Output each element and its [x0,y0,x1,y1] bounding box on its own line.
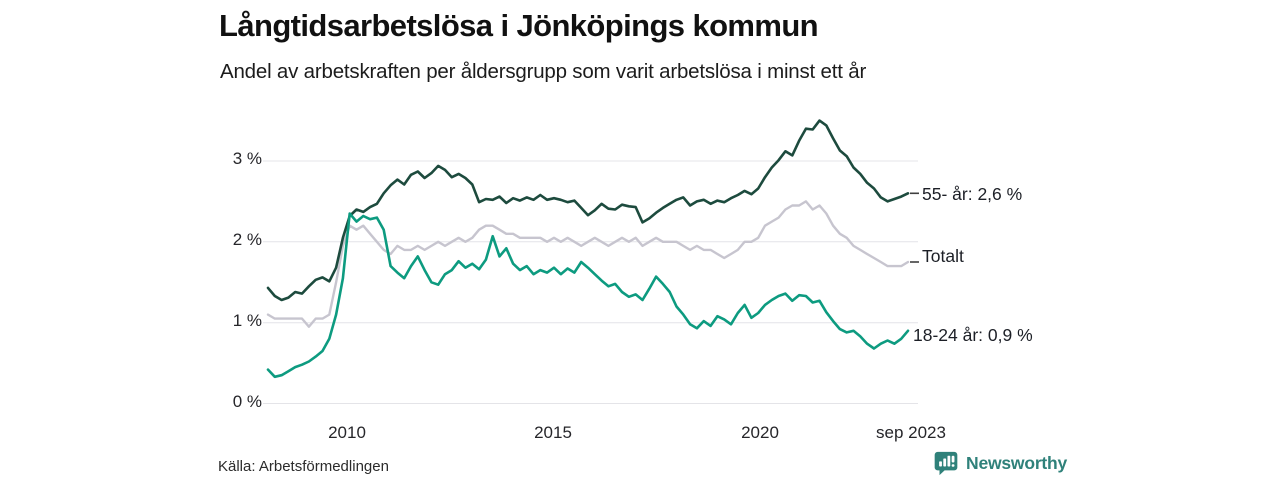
x-tick-2015: 2015 [534,423,572,442]
source-label: Källa: Arbetsförmedlingen [218,458,389,475]
page-title: Långtidsarbetslösa i Jönköpings kommun [219,8,819,43]
y-tick-1pct: 1 % [232,311,262,330]
page-subtitle: Andel av arbetskraften per åldersgrupp s… [220,60,867,83]
x-tick-sep-2023: sep 2023 [876,423,946,442]
brand-name: Newsworthy [966,452,1068,473]
series-line-55-ar [266,119,910,302]
y-tick-3pct: 3 % [232,149,262,168]
series-line-totalt [266,200,910,328]
x-tick-2020: 2020 [741,423,779,442]
x-tick-2010: 2010 [328,423,366,442]
legend-label-totalt: Totalt [922,246,964,266]
legend-label-18-24-ar: 18-24 år: 0,9 % [913,325,1033,345]
y-tick-0pct: 0 % [232,392,262,411]
newsworthy-bubble-chart-icon [933,450,959,476]
series-line-18-24-ar [266,212,910,379]
legend-label-55-ar: 55- år: 2,6 % [922,184,1023,204]
y-tick-2pct: 2 % [232,230,262,249]
brand-logo: Newsworthy [933,450,1067,476]
